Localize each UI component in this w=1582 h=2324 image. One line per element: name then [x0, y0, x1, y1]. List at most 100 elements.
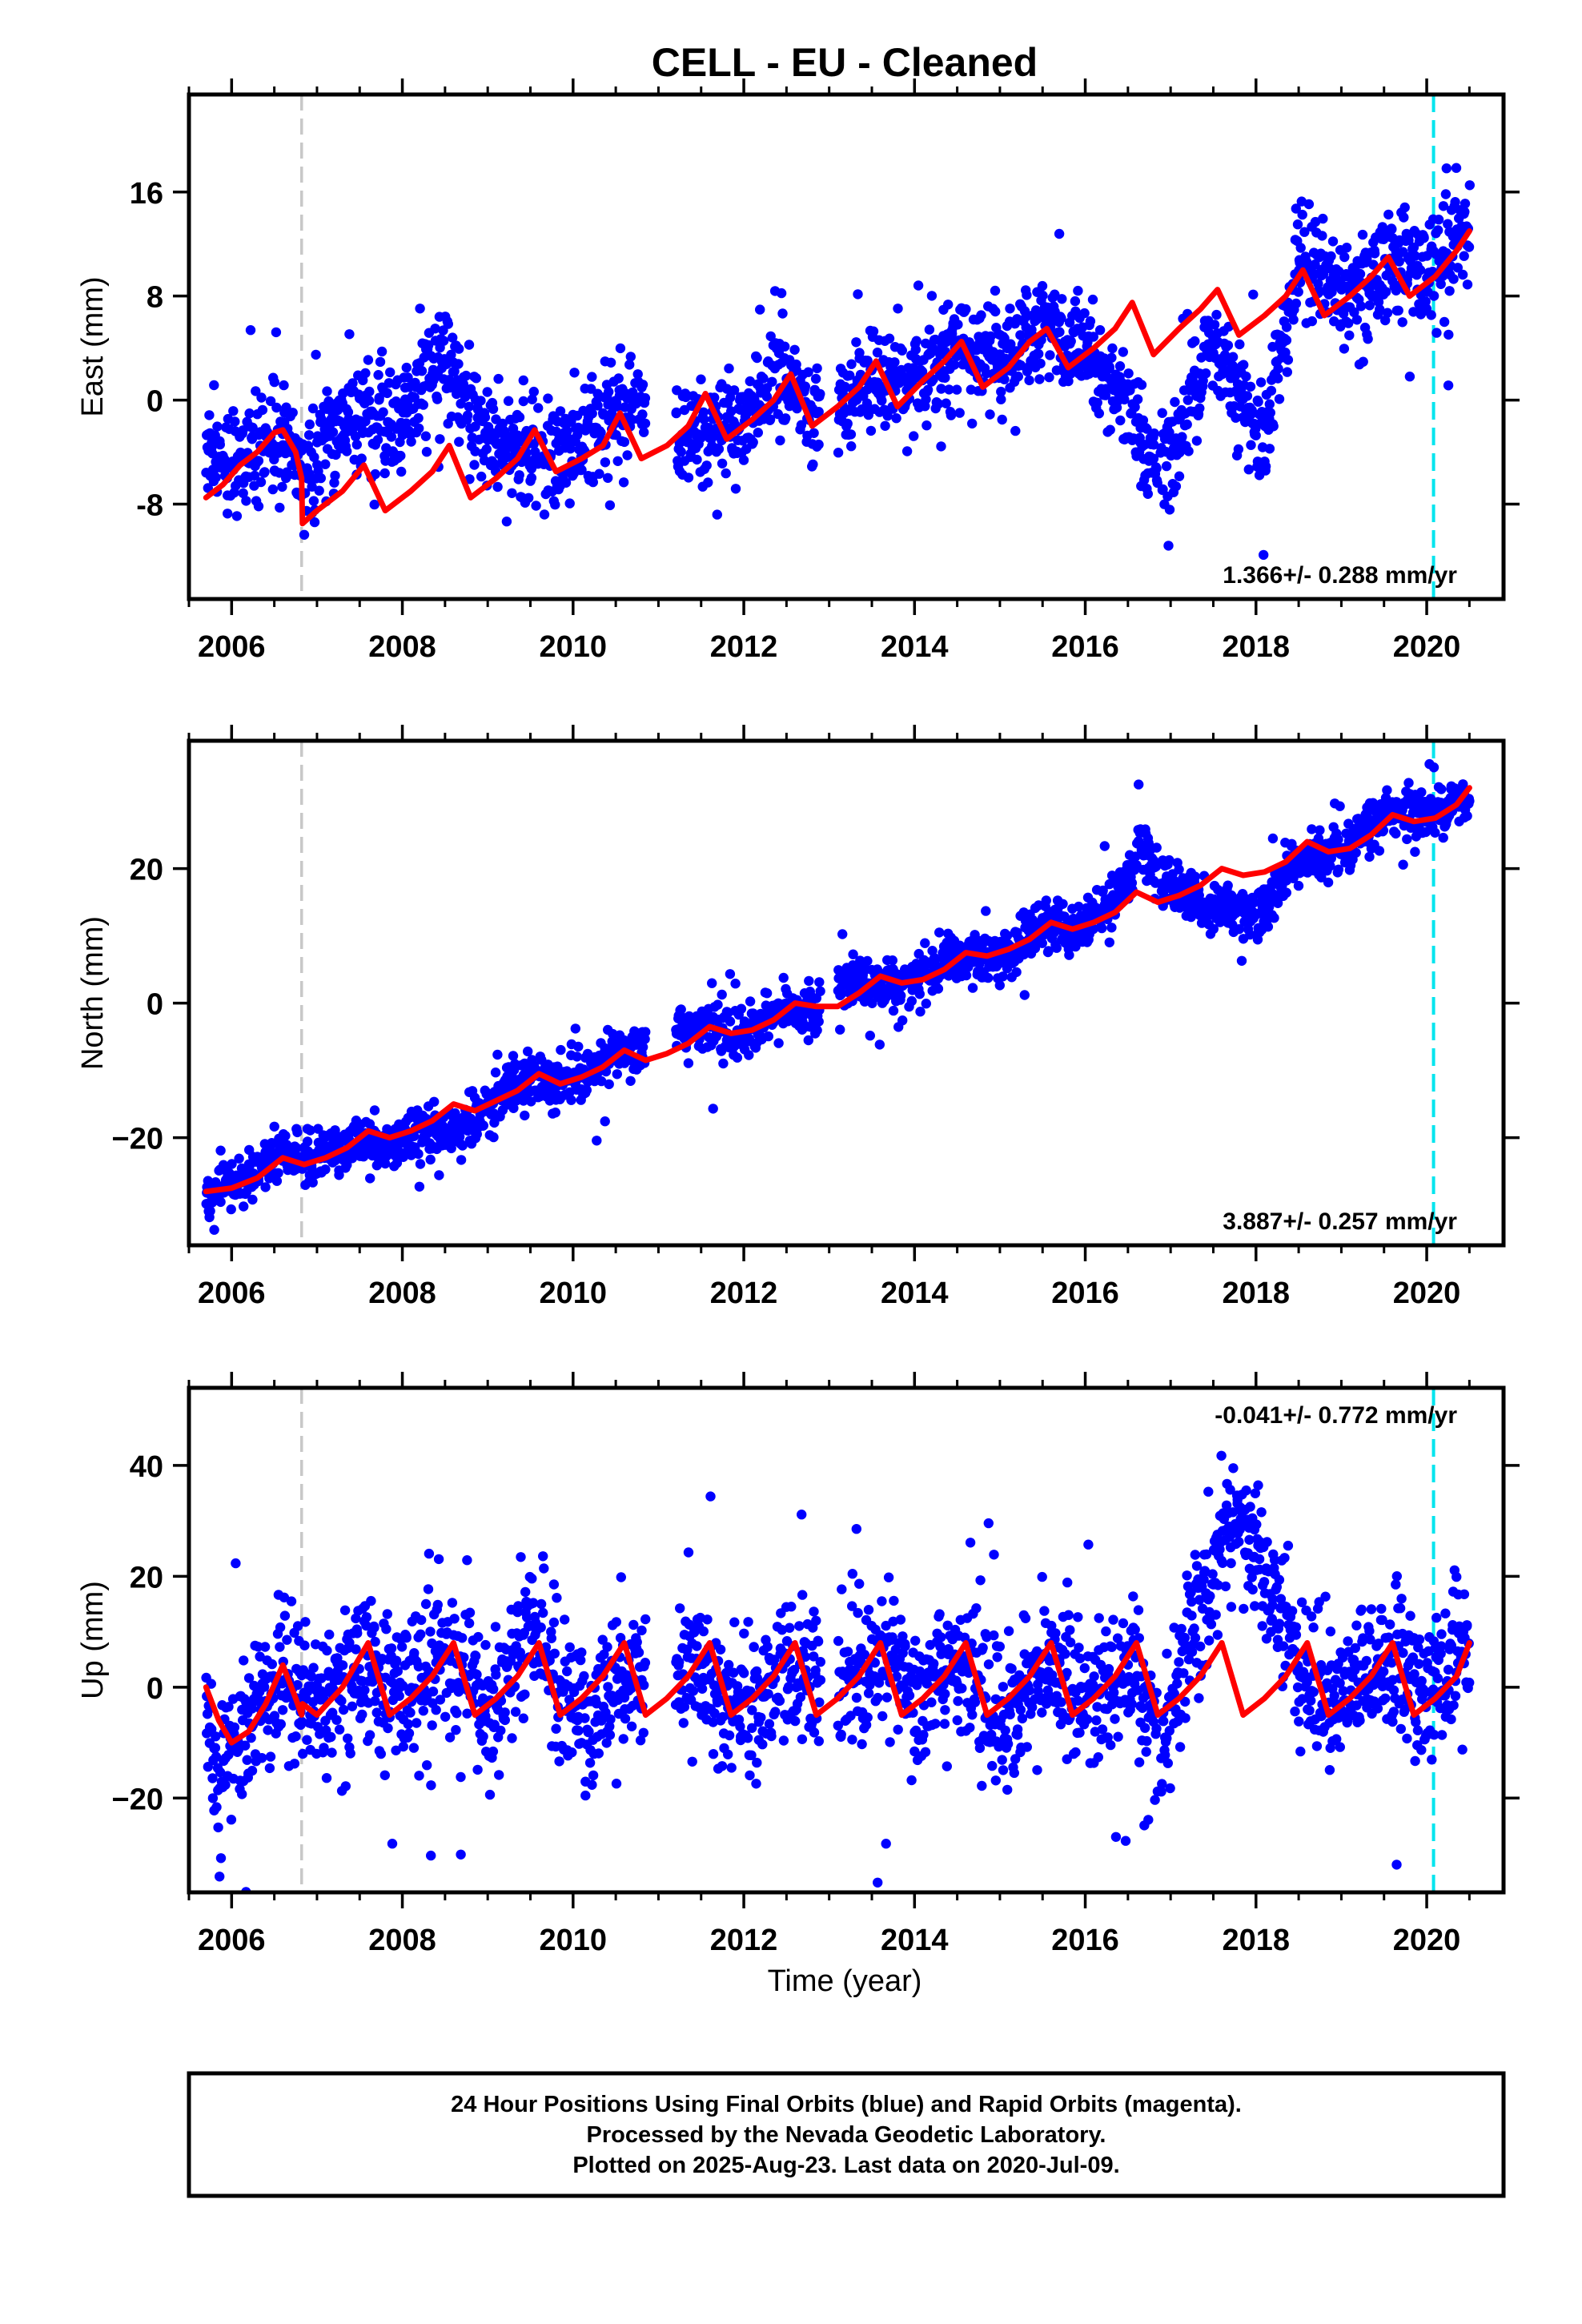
observation-point [324, 1629, 335, 1640]
observation-point [1281, 887, 1292, 898]
observation-point [699, 414, 709, 424]
observation-point [370, 1636, 380, 1647]
observation-point [1343, 318, 1354, 328]
observation-point [275, 502, 285, 513]
observation-point [503, 396, 514, 406]
observation-point [1358, 356, 1368, 367]
observation-point [1123, 368, 1134, 379]
observation-point [940, 372, 950, 383]
observation-point [351, 1613, 361, 1624]
observation-point [1268, 421, 1279, 432]
observation-point [862, 356, 873, 366]
observation-point [884, 333, 895, 344]
observation-point [1038, 290, 1048, 301]
observation-point [239, 1655, 249, 1666]
observation-point [1242, 391, 1253, 401]
observation-point [1351, 847, 1361, 858]
observation-point [1058, 899, 1068, 910]
observation-point [464, 401, 474, 412]
observation-point [1394, 256, 1404, 267]
observation-point [508, 1103, 519, 1114]
observation-point [523, 1046, 533, 1057]
observation-point [379, 1770, 390, 1780]
observation-point [692, 454, 702, 465]
observation-point [1391, 828, 1401, 839]
observation-point [476, 471, 487, 482]
observation-point [277, 1705, 288, 1715]
observation-point [473, 1631, 484, 1642]
observation-point [1333, 864, 1344, 875]
y-tick-label: 0 [147, 988, 163, 1022]
observation-point [1041, 895, 1052, 906]
observation-point [1183, 446, 1194, 456]
observation-point [265, 1751, 276, 1762]
observation-point [592, 400, 603, 411]
observation-point [423, 1584, 434, 1594]
observation-point [1170, 396, 1180, 408]
observation-point [470, 421, 480, 432]
observation-point [810, 373, 821, 384]
observation-point [520, 1689, 530, 1699]
observation-point [513, 1601, 524, 1611]
observation-point [1059, 911, 1070, 922]
observation-point [1318, 213, 1328, 224]
observation-point [212, 421, 223, 432]
observation-point [435, 1695, 446, 1705]
observation-point [893, 304, 903, 314]
observation-point [761, 392, 773, 402]
observation-point [372, 435, 383, 445]
observation-point [405, 1707, 416, 1718]
observation-point [854, 348, 865, 358]
observation-point [302, 1136, 313, 1147]
observation-point [1010, 425, 1021, 436]
observation-point [271, 1176, 283, 1186]
observation-point [815, 388, 825, 400]
observation-point [1037, 280, 1048, 292]
observation-point [862, 384, 873, 395]
observation-point [1369, 248, 1380, 259]
observation-point [550, 500, 560, 510]
observation-point [416, 1629, 426, 1640]
observation-point [1439, 316, 1450, 328]
observation-point [207, 437, 217, 448]
observation-point [1410, 846, 1420, 857]
x-tick-label: 2016 [1051, 630, 1119, 664]
observation-point [1402, 834, 1412, 845]
observation-point [1266, 385, 1277, 396]
north-panel: 2006 2008 2010 2012 2014 2016 2018 2020−20020No… [76, 725, 1520, 1310]
observation-point [1002, 931, 1013, 941]
observation-point [996, 394, 1006, 404]
observation-point [1149, 428, 1159, 439]
observation-point [683, 1058, 694, 1068]
observation-point [472, 1669, 482, 1680]
observation-point [427, 1720, 437, 1731]
observation-point [1299, 227, 1310, 237]
observation-point [566, 1095, 576, 1105]
observation-point [1024, 375, 1034, 386]
observation-point [1397, 317, 1407, 328]
observation-point [698, 407, 709, 417]
observation-point [374, 392, 384, 403]
observation-point [639, 427, 649, 437]
figure-title: CELL - EU - Cleaned [652, 40, 1038, 85]
observation-point [1211, 309, 1222, 320]
observation-point [481, 444, 492, 455]
observation-point [403, 372, 413, 383]
observation-point [414, 423, 424, 434]
observation-point [1375, 304, 1385, 315]
observation-point [1248, 289, 1259, 300]
observation-point [1223, 880, 1233, 891]
observation-point [550, 1108, 560, 1118]
observation-point [933, 983, 944, 994]
observation-point [1260, 461, 1271, 472]
observation-point [435, 434, 445, 444]
observation-point [1426, 310, 1436, 320]
observation-point [443, 319, 453, 329]
observation-point [215, 1145, 226, 1156]
observation-point [1087, 294, 1098, 305]
observation-point [369, 1105, 380, 1116]
observation-point [671, 408, 681, 419]
observation-point [1130, 851, 1141, 862]
observation-point [990, 306, 1001, 317]
